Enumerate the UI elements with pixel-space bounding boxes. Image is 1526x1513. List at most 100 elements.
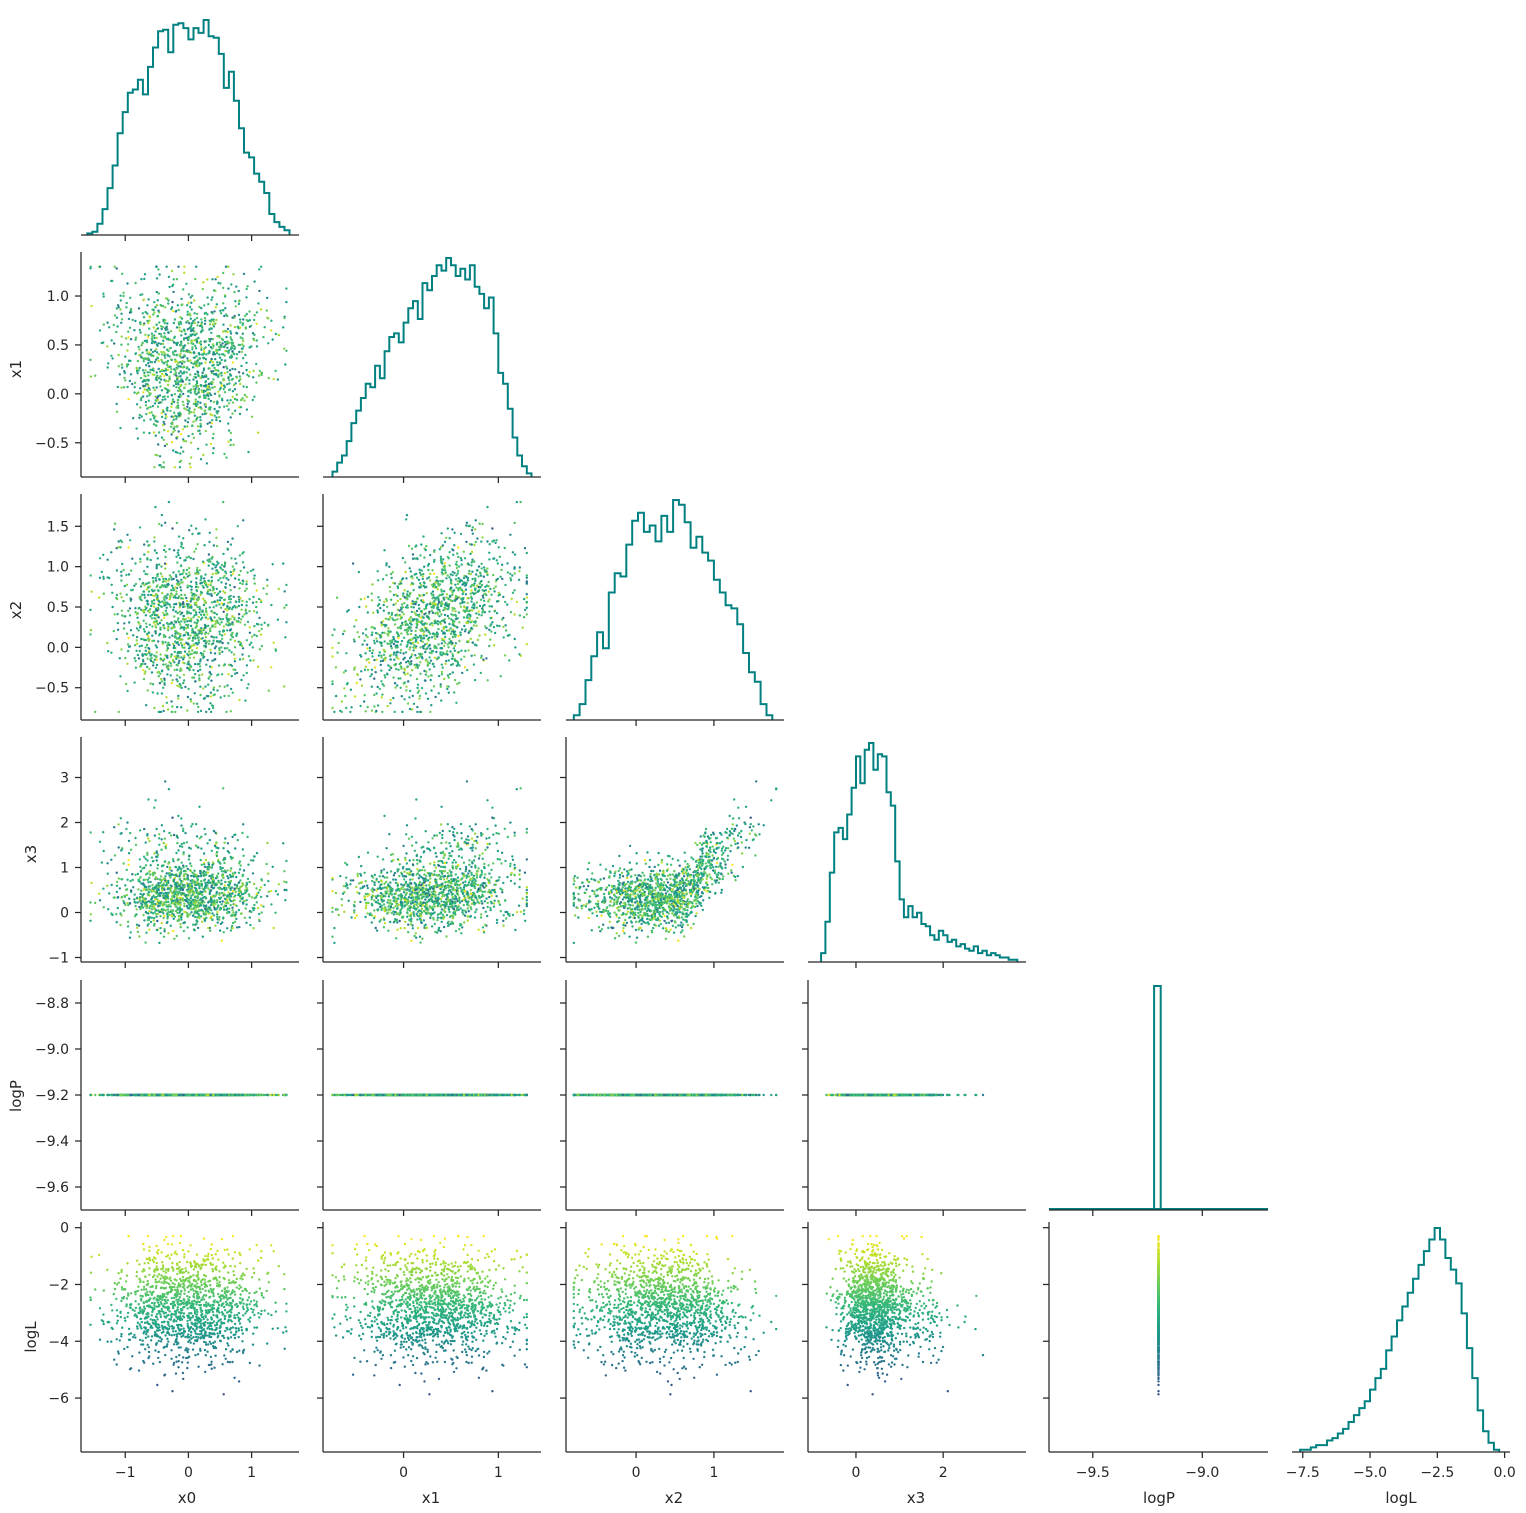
scatter-point: [434, 603, 438, 607]
scatter-point: [154, 340, 157, 344]
scatter-point: [148, 581, 151, 584]
scatter-point: [518, 570, 521, 573]
scatter-point: [148, 610, 151, 613]
scatter-point: [194, 823, 198, 826]
scatter-point: [214, 372, 218, 376]
scatter-point: [194, 372, 197, 376]
scatter-point: [377, 596, 380, 599]
scatter-point: [181, 581, 184, 584]
scatter-point: [206, 296, 209, 299]
scatter-point: [392, 581, 395, 585]
scatter-point: [347, 608, 350, 612]
scatter-point: [206, 386, 210, 389]
scatter-point: [283, 347, 286, 350]
scatter-point: [120, 570, 123, 573]
scatter-point: [167, 629, 170, 632]
scatter-point: [524, 608, 527, 612]
scatter-point: [386, 672, 389, 675]
scatter-point: [166, 391, 169, 394]
scatter-point: [189, 556, 192, 560]
scatter-point: [482, 610, 485, 613]
scatter-point: [172, 606, 176, 609]
scatter-point: [235, 357, 238, 360]
scatter-point: [478, 522, 481, 525]
scatter-point: [176, 619, 179, 622]
scatter-point: [234, 382, 237, 385]
scatter-point: [150, 653, 153, 656]
scatter-point: [100, 861, 104, 864]
scatter-point: [183, 662, 186, 665]
scatter-point: [417, 636, 420, 639]
scatter-point: [187, 886, 190, 889]
scatter-point: [213, 611, 216, 615]
scatter-point: [238, 925, 241, 929]
scatter-point: [102, 887, 105, 890]
scatter-point: [226, 850, 230, 853]
scatter-point: [379, 606, 382, 610]
scatter-point: [225, 908, 228, 912]
scatter-point: [369, 675, 372, 678]
scatter-point: [416, 710, 419, 714]
scatter-point: [140, 644, 143, 647]
scatter-point: [131, 382, 134, 386]
scatter-point: [158, 321, 161, 324]
scatter-point: [425, 642, 429, 645]
scatter-point: [228, 606, 232, 609]
scatter-point: [120, 596, 123, 599]
scatter-point: [466, 601, 469, 605]
scatter-point: [471, 558, 474, 561]
scatter-point: [284, 899, 287, 902]
scatter-point: [415, 626, 418, 629]
scatter-point: [406, 606, 409, 609]
scatter-point: [166, 583, 169, 586]
scatter-point: [154, 306, 157, 309]
scatter-point: [495, 578, 498, 581]
scatter-point: [154, 330, 157, 333]
scatter-point: [148, 394, 151, 397]
scatter-point: [472, 592, 476, 596]
scatter-point: [217, 664, 221, 667]
scatter-point: [120, 648, 123, 651]
scatter-point: [399, 665, 403, 668]
scatter-point: [376, 685, 379, 689]
scatter-point: [399, 624, 402, 628]
scatter-point: [443, 613, 447, 617]
scatter-point: [173, 318, 177, 321]
scatter-point: [148, 431, 151, 435]
scatter-point: [162, 548, 166, 552]
scatter-point: [180, 330, 183, 333]
scatter-point: [350, 706, 353, 709]
scatter-point: [436, 633, 440, 636]
scatter-point: [117, 540, 120, 543]
scatter-point: [193, 408, 196, 411]
scatter-point: [453, 659, 457, 662]
scatter-point: [246, 620, 250, 624]
scatter-point: [89, 358, 92, 362]
scatter-point: [447, 676, 450, 679]
scatter-point: [223, 574, 226, 578]
scatter-point: [410, 605, 413, 609]
scatter-point: [445, 577, 448, 580]
scatter-point: [432, 665, 436, 668]
scatter-point: [522, 616, 526, 619]
scatter-point: [426, 629, 430, 632]
scatter-point: [156, 557, 159, 560]
scatter-point: [187, 660, 190, 663]
scatter-point: [428, 662, 431, 665]
scatter-point: [129, 373, 133, 376]
scatter-point: [218, 623, 221, 626]
scatter-point: [241, 831, 244, 835]
scatter-point: [186, 605, 189, 608]
scatter-point: [430, 689, 433, 692]
scatter-point: [180, 861, 183, 864]
scatter-point: [376, 579, 380, 582]
scatter-point: [167, 668, 170, 671]
scatter-point: [466, 614, 469, 617]
scatter-point: [265, 862, 268, 866]
scatter-point: [156, 867, 159, 870]
scatter-point: [195, 404, 198, 408]
scatter-point: [185, 572, 188, 575]
scatter-point: [508, 659, 511, 662]
scatter-point: [176, 398, 180, 402]
scatter-point: [151, 683, 155, 686]
